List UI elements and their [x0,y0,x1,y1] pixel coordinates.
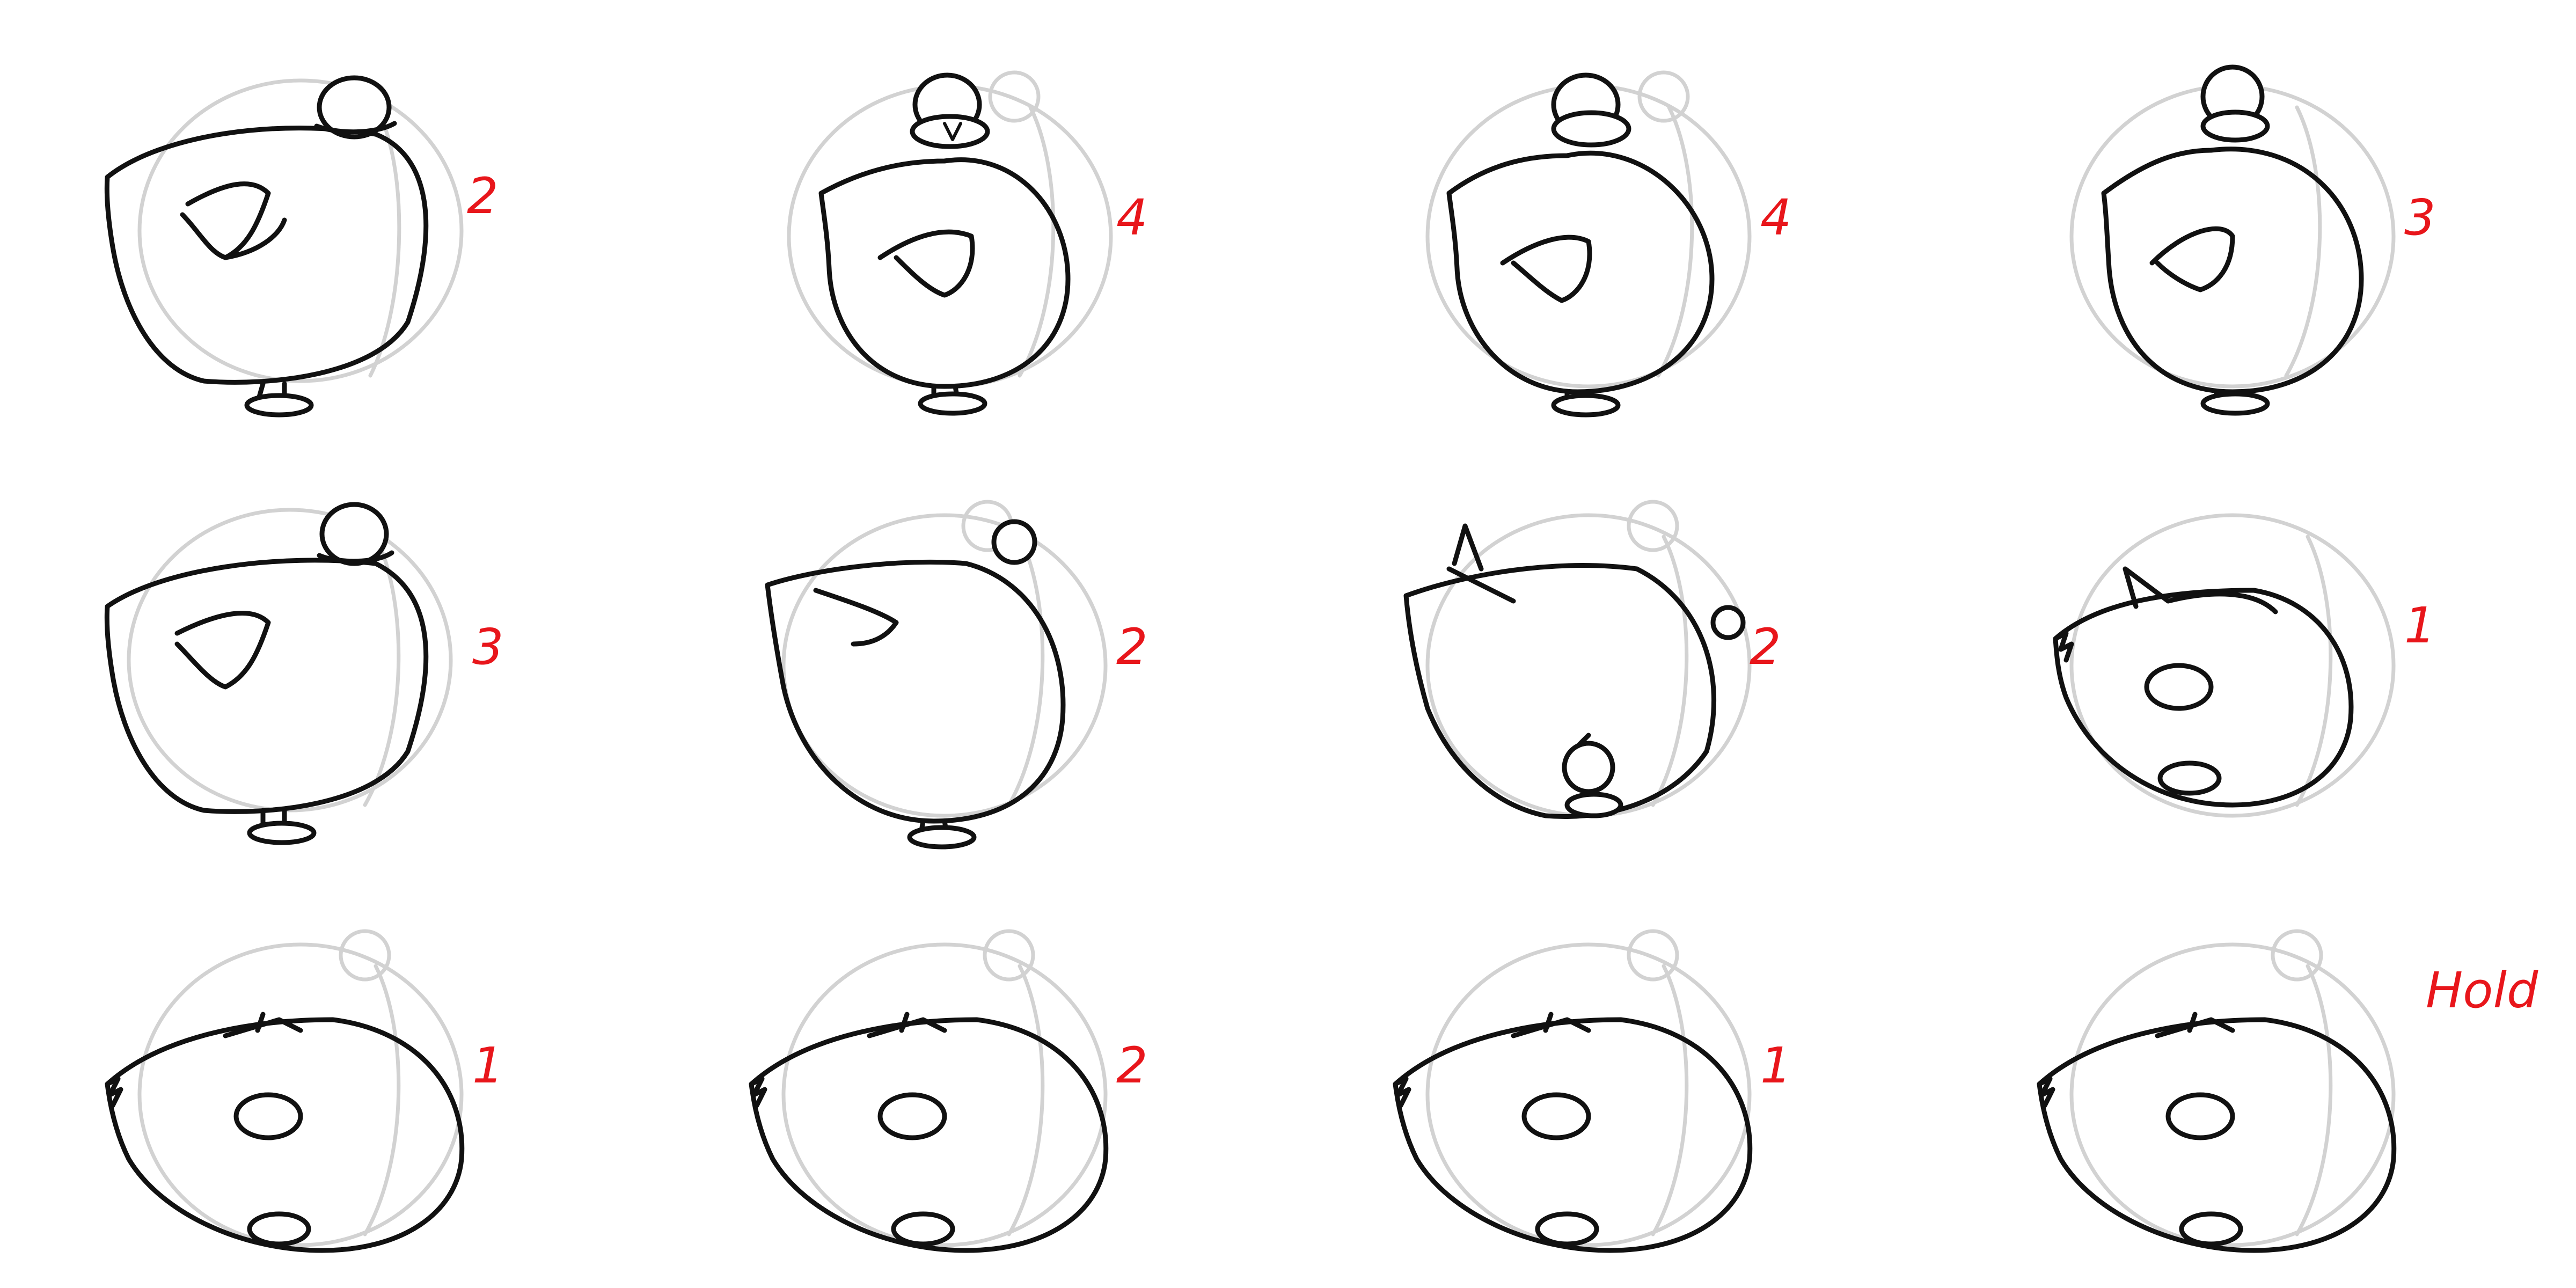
bird-body [1403,523,1746,819]
frame-3: 4 [1288,0,1932,429]
frame-8-drawing [2053,513,2396,818]
bird-body [104,502,429,814]
frame-11: 1 [1288,859,1932,1288]
bird-body [765,519,1066,824]
frame-3-timing: 4 [1760,189,1792,246]
bird-feet [1551,389,1621,418]
frame-9: 1 [0,859,644,1288]
frame-10-timing: 2 [1116,1037,1148,1094]
frame-10-drawing [749,929,1109,1253]
frame-7-timing: 2 [1750,618,1781,676]
bird-feet [244,381,314,418]
frame-4: 3 [1932,0,2576,429]
bird-feet [918,384,987,416]
bird-feet [247,808,317,845]
frame-1-timing: 2 [467,167,499,225]
frame-5-timing: 3 [472,618,504,676]
frame-1-drawing [104,75,464,418]
frame-4-timing: 3 [2404,189,2436,246]
bird-body [105,1012,465,1253]
frame-7-drawing [1403,500,1752,819]
frame-8-timing: 1 [2404,597,2436,654]
frame-5: 3 [0,429,644,859]
frame-3-drawing [1425,70,1752,418]
frame-5-drawing [104,502,453,845]
frame-1: 2 [0,0,644,429]
ghost-guide [781,929,1108,1247]
ghost-guide [2069,513,2396,818]
frame-8: 1 [1932,429,2576,859]
bird-body [818,72,1071,389]
bird-feet [2200,389,2270,416]
ghost-guide [137,78,464,383]
frame-12-drawing [2037,929,2397,1253]
bird-body [2037,1012,2397,1253]
ghost-guide [127,508,453,813]
bird-body [104,75,429,385]
bird-body [749,1012,1109,1253]
frame-9-drawing [105,929,465,1253]
bird-feet [907,818,977,850]
ghost-guide [137,929,464,1247]
frame-4-drawing [2069,64,2396,416]
frame-7: 2 [1288,429,1932,859]
frame-12: Hold [1932,859,2576,1288]
bird-body [2053,566,2354,808]
bird-body [2101,64,2364,394]
bird-body [1393,1012,1753,1253]
frame-6-timing: 2 [1116,618,1148,676]
frame-11-drawing [1393,929,1753,1253]
ghost-guide [1425,929,1752,1247]
bird-body [1446,72,1715,394]
frame-2: 4 [644,0,1288,429]
frame-11-timing: 1 [1760,1037,1792,1094]
ghost-guide [2069,929,2396,1247]
frame-6-drawing [765,500,1108,850]
frame-10: 2 [644,859,1288,1288]
frame-2-drawing [787,70,1113,416]
frame-12-timing: Hold [2426,962,2538,1019]
frame-9-timing: 1 [472,1037,504,1094]
frame-6: 2 [644,429,1288,859]
frame-2-timing: 4 [1116,189,1148,246]
